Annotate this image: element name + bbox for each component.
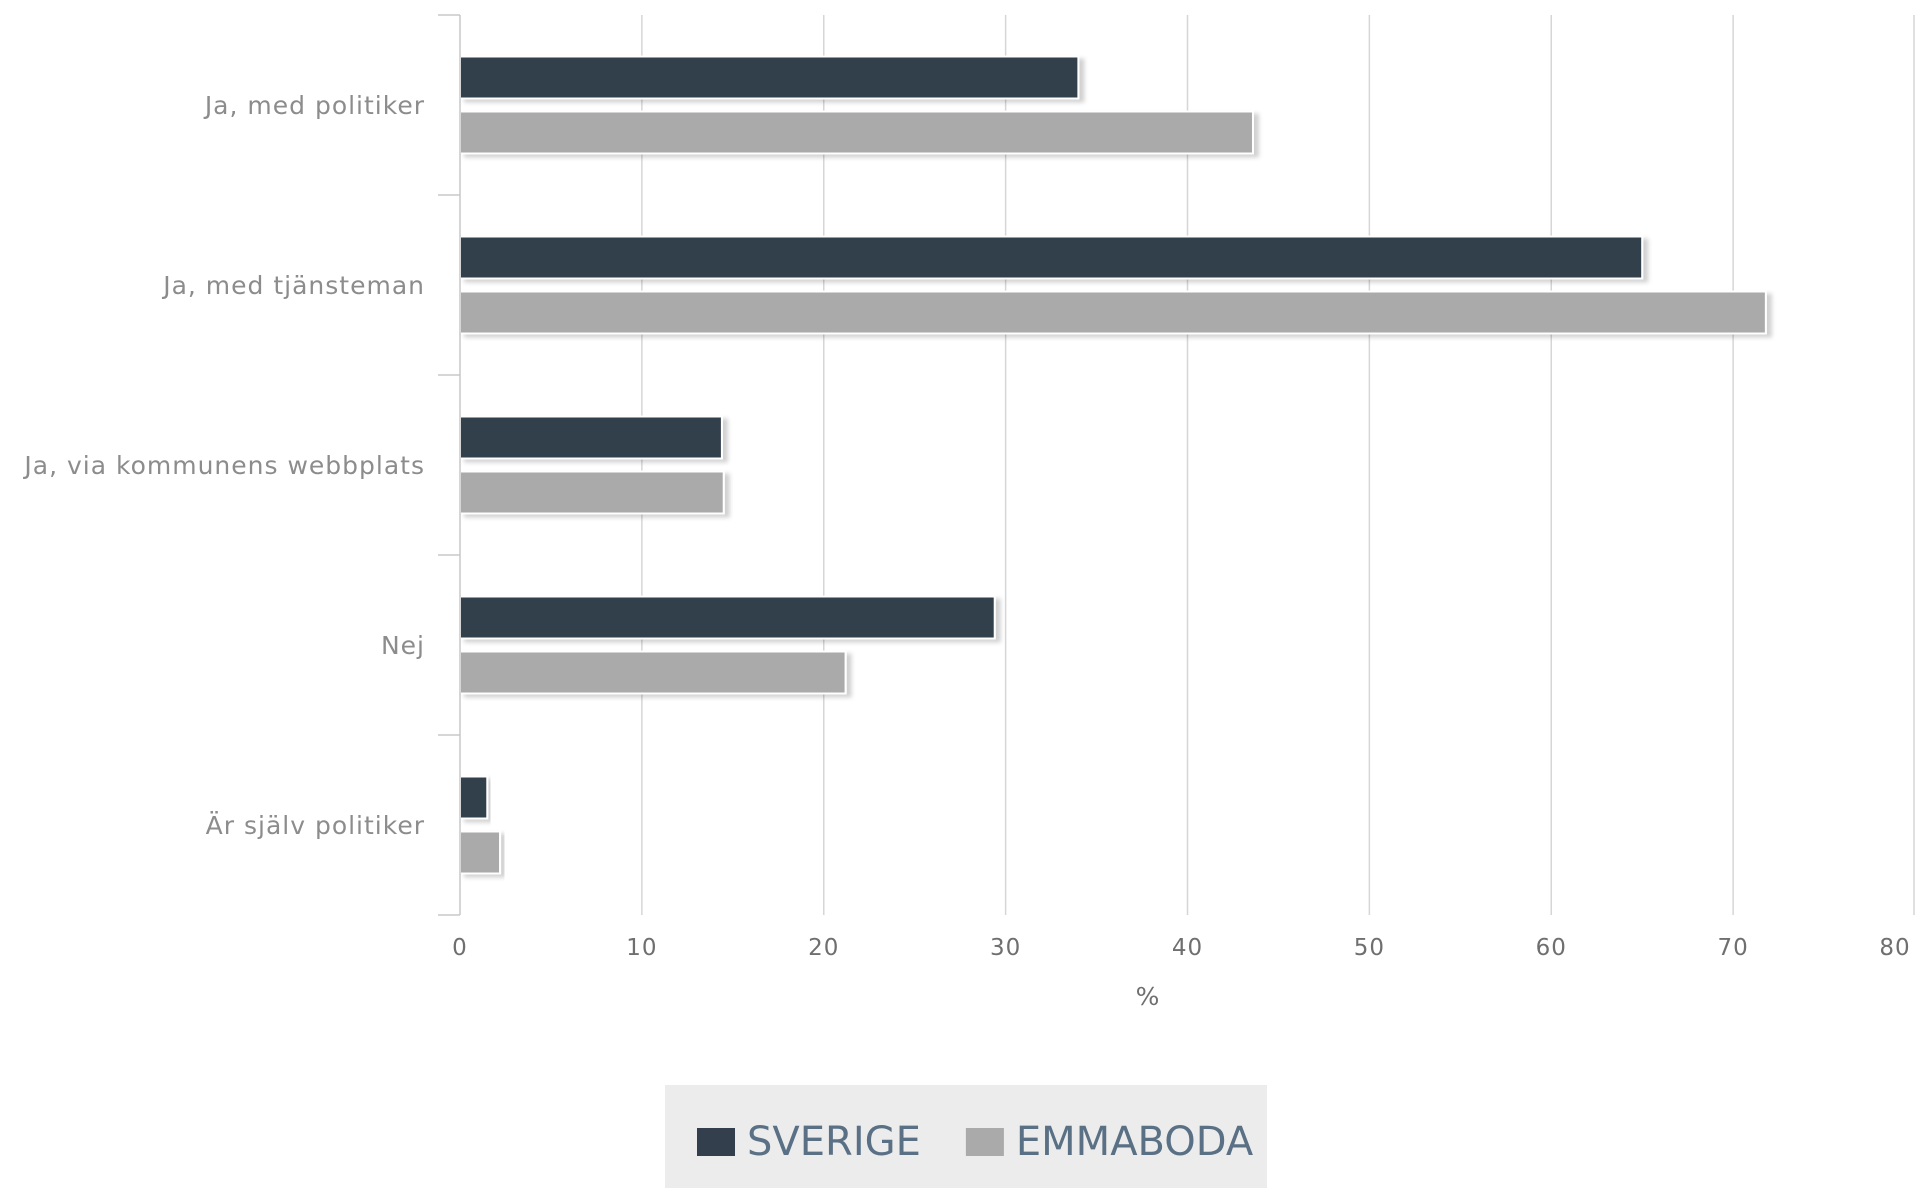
bar-sverige-ja-med-politiker (459, 55, 1080, 100)
bar-emmaboda-ar-sjalv-politiker (459, 830, 502, 875)
legend-swatch-sverige (697, 1128, 735, 1156)
bar-emmaboda-ja-via-kommunens-webbplats (459, 470, 725, 515)
category-label-ja-via-kommunens-webbplats: Ja, via kommunens webbplats (22, 451, 425, 480)
grid-lines (641, 15, 1915, 915)
x-tick-label-20: 20 (808, 935, 839, 961)
x-axis-title: % (1136, 982, 1160, 1011)
category-label-nej: Nej (381, 631, 425, 660)
legend: SVERIGE EMMABODA (665, 1085, 1267, 1189)
axes (438, 14, 461, 916)
legend-label-sverige[interactable]: SVERIGE (747, 1119, 921, 1165)
category-label-ja-med-politiker: Ja, med politiker (203, 91, 425, 120)
axis-labels: 0 10 20 30 40 50 60 70 80 Ja, med politiker Ja, me… (22, 91, 1910, 961)
bars (459, 55, 1767, 875)
x-tick-label-60: 60 (1536, 935, 1567, 961)
legend-label-emmaboda[interactable]: EMMABODA (1016, 1119, 1254, 1165)
bar-sverige-ja-via-kommunens-webbplats (459, 415, 723, 460)
x-tick-label-70: 70 (1717, 935, 1748, 961)
legend-swatch-emmaboda (965, 1128, 1004, 1156)
bar-sverige-ar-sjalv-politiker (459, 775, 489, 820)
category-label-ar-sjalv-politiker: Är själv politiker (206, 811, 425, 840)
bar-sverige-nej (459, 595, 996, 640)
bar-emmaboda-ja-med-politiker (459, 110, 1254, 155)
x-tick-label-80: 80 (1879, 935, 1910, 961)
x-tick-label-10: 10 (626, 935, 657, 961)
x-tick-label-0: 0 (452, 935, 468, 961)
x-tick-label-40: 40 (1172, 935, 1203, 961)
bar-emmaboda-ja-med-tjansteman (459, 290, 1767, 335)
x-tick-label-50: 50 (1354, 935, 1385, 961)
bar-emmaboda-nej (459, 650, 847, 695)
bar-sverige-ja-med-tjansteman (459, 235, 1644, 280)
x-tick-label-30: 30 (990, 935, 1021, 961)
category-label-ja-med-tjansteman: Ja, med tjänsteman (161, 271, 425, 300)
